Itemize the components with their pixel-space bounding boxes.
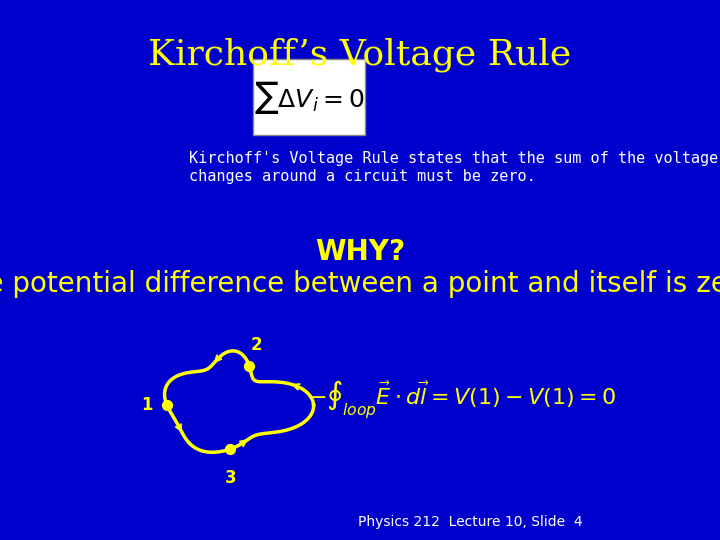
Text: 1: 1	[142, 396, 153, 414]
Text: 3: 3	[225, 469, 236, 487]
Point	[161, 401, 173, 409]
Text: $-\oint_{loop}\vec{E}\cdot d\vec{l} = V(1)-V(1)=0$: $-\oint_{loop}\vec{E}\cdot d\vec{l} = V(…	[308, 378, 616, 421]
Point	[225, 445, 236, 454]
Text: $\sum \Delta V_i = 0$: $\sum \Delta V_i = 0$	[253, 79, 364, 116]
Text: Kirchoff's Voltage Rule states that the sum of the voltage
changes around a circ: Kirchoff's Voltage Rule states that the …	[189, 151, 718, 184]
Text: Kirchoff’s Voltage Rule: Kirchoff’s Voltage Rule	[148, 38, 572, 72]
FancyBboxPatch shape	[253, 59, 364, 135]
Text: The potential difference between a point and itself is zero!: The potential difference between a point…	[0, 270, 720, 298]
Point	[243, 361, 255, 370]
Text: 2: 2	[251, 336, 262, 354]
Text: Physics 212  Lecture 10, Slide  4: Physics 212 Lecture 10, Slide 4	[358, 515, 582, 529]
Text: WHY?: WHY?	[315, 238, 405, 266]
